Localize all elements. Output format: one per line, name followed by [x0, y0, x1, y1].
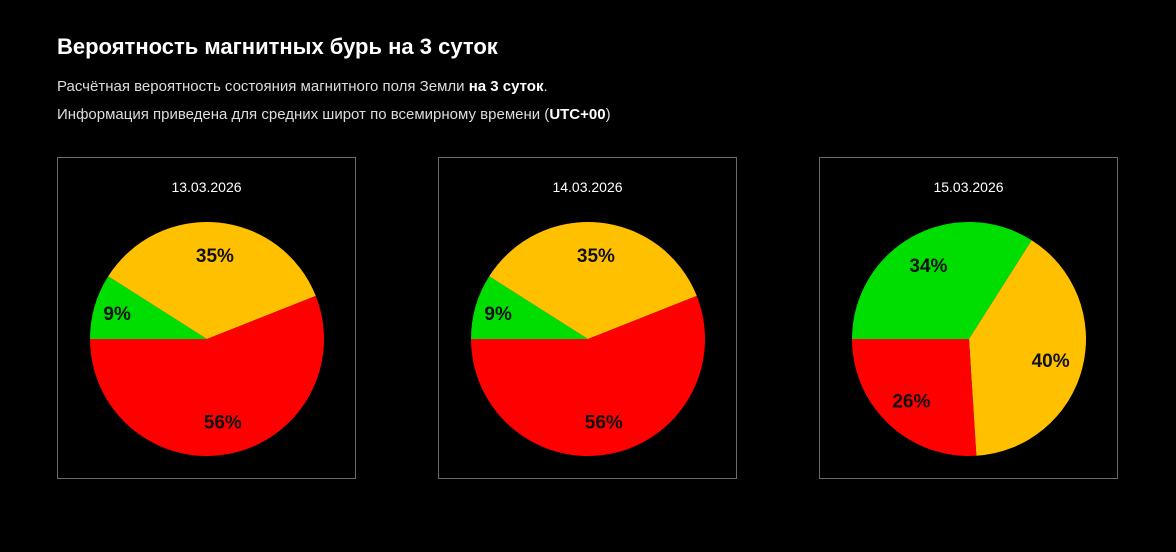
desc-text: ): [605, 106, 611, 123]
pie-slice-red: [471, 295, 705, 456]
description-line-1: Расчётная вероятность состояния магнитно…: [57, 78, 548, 95]
pie-label-green: 34%: [909, 256, 947, 277]
pie-chart: 34% 40% 26%: [852, 222, 1086, 456]
pie-label-green: 9%: [484, 304, 512, 325]
pie-label-green: 9%: [103, 304, 131, 325]
pie-label-yellow: 35%: [577, 246, 615, 267]
desc-text: .: [543, 78, 548, 95]
pie-label-red: 56%: [204, 413, 242, 434]
page-title: Вероятность магнитных бурь на 3 суток: [57, 34, 498, 59]
pie-date: 14.03.2026: [552, 179, 623, 195]
desc-text: Информация приведена для средних широт п…: [57, 106, 550, 123]
pie-slice-yellow: [969, 240, 1086, 456]
pie-chart: 9% 35% 56%: [471, 221, 705, 456]
pie-slice-red: [90, 295, 324, 456]
pie-slice-green: [471, 276, 588, 339]
pie-label-yellow: 40%: [1032, 351, 1070, 372]
pie-card-day-2: 9% 35% 56% 14.03.2026: [438, 157, 737, 479]
pie-label-red: 26%: [892, 391, 930, 412]
pie-card-day-1: 9% 35% 56% 13.03.2026: [57, 157, 356, 479]
pie-date: 15.03.2026: [933, 179, 1004, 195]
pie-slice-green: [852, 222, 1032, 339]
pie-label-red: 56%: [585, 413, 623, 434]
timezone-label: UTC+00: [549, 106, 606, 123]
pie-card-day-3: 34% 40% 26% 15.03.2026: [819, 157, 1118, 479]
pie-chart: 9% 35% 56%: [90, 221, 324, 456]
pie-label-yellow: 35%: [196, 246, 234, 267]
description-line-2: Информация приведена для средних широт п…: [57, 106, 611, 123]
desc-bold: на 3 суток: [468, 78, 544, 95]
desc-text: Расчётная вероятность состояния магнитно…: [57, 78, 469, 95]
pie-slice-green: [90, 276, 207, 339]
pie-slice-yellow: [489, 221, 697, 339]
pie-slice-red: [852, 339, 977, 456]
pie-slice-yellow: [108, 221, 316, 339]
pie-date: 13.03.2026: [171, 179, 242, 195]
